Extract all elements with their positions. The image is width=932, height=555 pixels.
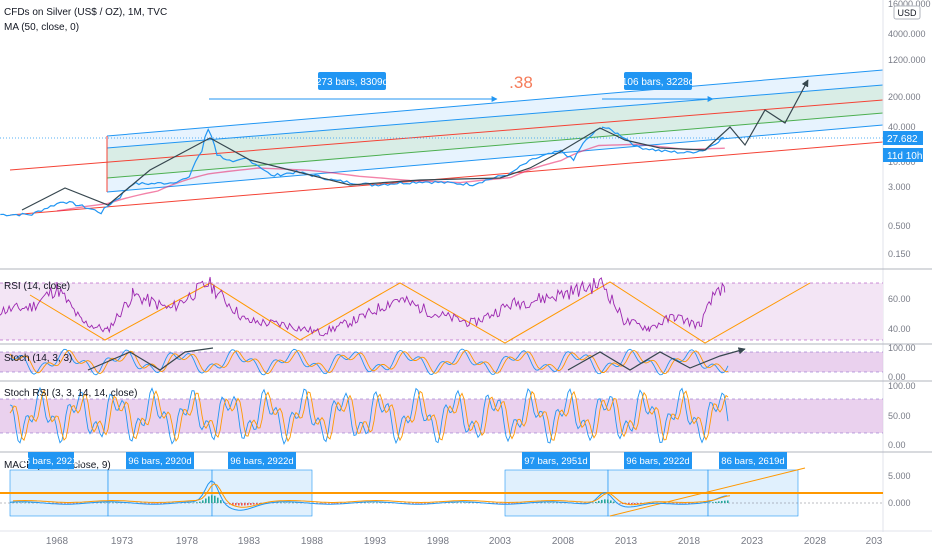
ratio-label: .38	[509, 73, 533, 92]
macd-histogram-bar	[607, 500, 609, 503]
stoch-rsi-panel: Stoch RSI (3, 3, 14, 14, close) 100.00 5…	[0, 381, 932, 450]
countdown-badge: 11d 10h	[887, 151, 922, 162]
stoch-rsi-tick: 100.00	[888, 381, 916, 391]
macd-histogram-bar	[202, 500, 204, 503]
macd-histogram-bar	[598, 501, 600, 503]
last-price-badge: 27.682	[887, 134, 918, 145]
macd-panel: MACD (12, 26, close, 9) 96 bars, 2921d 9…	[0, 452, 932, 516]
macd-histogram-bar	[715, 502, 717, 503]
time-tick: 2008	[552, 536, 575, 547]
time-tick: 2023	[741, 536, 764, 547]
price-panel: 273 bars, 8309d 106 bars, 3228d .38 CFDs…	[0, 7, 883, 216]
macd-histogram-bar	[601, 500, 603, 503]
price-tick: 0.150	[888, 249, 911, 259]
price-tick: 3.000	[888, 182, 911, 192]
stoch-label[interactable]: Stoch (14, 3, 3)	[4, 353, 72, 364]
stoch-panel: Stoch (14, 3, 3) 100.00 0.00	[0, 343, 932, 382]
measure-label-2: 106 bars, 3228d	[622, 77, 694, 88]
chart-title[interactable]: CFDs on Silver (US$ / OZ), 1M, TVC	[4, 7, 167, 18]
time-tick: 2003	[489, 536, 512, 547]
macd-histogram-bar	[238, 503, 240, 505]
price-tick: 200.000	[888, 92, 921, 102]
time-tick: 203	[866, 536, 883, 547]
time-tick: 1968	[46, 536, 69, 547]
macd-histogram-bar	[721, 501, 723, 503]
macd-histogram-bar	[208, 496, 210, 503]
macd-histogram-bar	[196, 502, 198, 503]
stoch-rsi-tick: 50.00	[888, 411, 911, 421]
cycle-label: 86 bars, 2619d	[721, 456, 784, 467]
rsi-label[interactable]: RSI (14, close)	[4, 281, 70, 292]
macd-histogram-bar	[244, 503, 246, 505]
macd-histogram-bar	[256, 503, 258, 504]
currency-badge[interactable]: USD	[897, 8, 917, 18]
rsi-tick: 60.00	[888, 294, 911, 304]
macd-histogram-bar	[211, 495, 213, 503]
macd-histogram-bar	[226, 503, 228, 504]
macd-histogram-bar	[610, 500, 612, 503]
time-tick: 2028	[804, 536, 827, 547]
macd-histogram-bar	[619, 503, 621, 504]
macd-tick: 0.000	[888, 498, 911, 508]
macd-histogram-bar	[712, 502, 714, 503]
time-tick: 1998	[427, 536, 450, 547]
macd-histogram-bar	[217, 498, 219, 503]
time-tick: 2018	[678, 536, 701, 547]
cycle-label: 96 bars, 2921d	[19, 456, 82, 467]
price-tick: 40.000	[888, 122, 916, 132]
macd-histogram-bar	[241, 503, 243, 506]
time-tick: 1983	[238, 536, 261, 547]
price-tick: 0.500	[888, 221, 911, 231]
macd-histogram-bar	[253, 503, 255, 505]
macd-histogram-bar	[199, 502, 201, 503]
macd-histogram-bar	[235, 503, 237, 505]
macd-histogram-bar	[205, 498, 207, 503]
price-tick: 4000.000	[888, 29, 926, 39]
macd-histogram-bar	[604, 499, 606, 503]
cycle-label: 96 bars, 2922d	[230, 456, 293, 467]
stoch-rsi-tick: 0.00	[888, 440, 906, 450]
rsi-panel: RSI (14, close) 60.00 40.00	[0, 269, 932, 343]
time-tick: 1978	[176, 536, 199, 547]
stoch-rsi-label[interactable]: Stoch RSI (3, 3, 14, 14, close)	[4, 388, 137, 399]
macd-histogram-bar	[727, 500, 729, 503]
macd-histogram-bar	[214, 496, 216, 503]
macd-histogram-bar	[718, 501, 720, 503]
macd-histogram-bar	[250, 503, 252, 505]
macd-histogram-bar	[724, 501, 726, 503]
time-tick: 1973	[111, 536, 134, 547]
measure-label-1: 273 bars, 8309d	[316, 77, 388, 88]
macd-tick: 5.000	[888, 471, 911, 481]
macd-histogram-bar	[595, 502, 597, 503]
time-tick: 1993	[364, 536, 387, 547]
macd-histogram-bar	[247, 503, 249, 505]
stoch-tick: 100.00	[888, 343, 916, 353]
price-tick: 1200.000	[888, 55, 926, 65]
time-tick: 2013	[615, 536, 638, 547]
cycle-label: 97 bars, 2951d	[524, 456, 587, 467]
time-axis[interactable]: 1968 1973 1978 1983 1988 1993 1998 2003 …	[0, 531, 932, 547]
cycle-label: 96 bars, 2922d	[626, 456, 689, 467]
ma-legend[interactable]: MA (50, close, 0)	[4, 22, 79, 33]
cycle-label: 96 bars, 2920d	[128, 456, 191, 467]
macd-histogram-bar	[613, 502, 615, 503]
macd-histogram-bar	[220, 500, 222, 503]
rsi-tick: 40.00	[888, 324, 911, 334]
time-tick: 1988	[301, 536, 324, 547]
